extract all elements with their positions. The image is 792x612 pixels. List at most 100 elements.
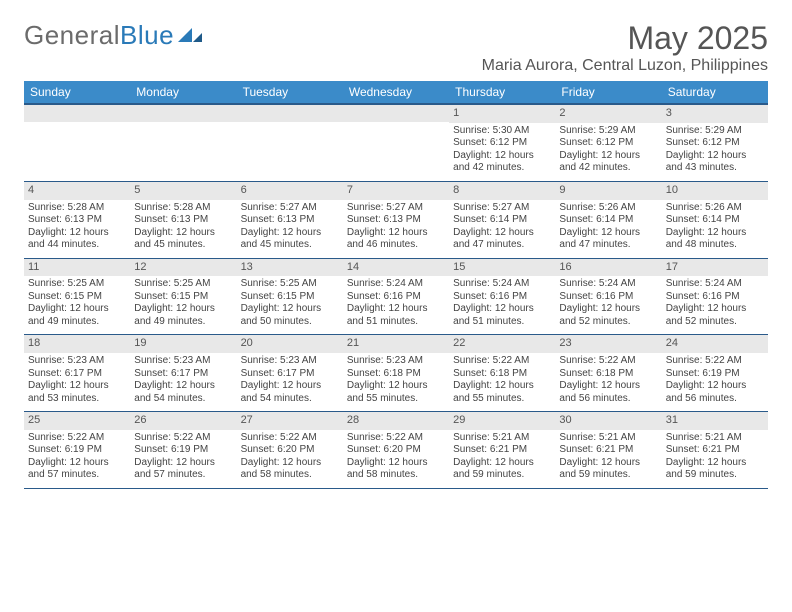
day-number: 21 [343, 335, 449, 353]
day-cell: 25Sunrise: 5:22 AMSunset: 6:19 PMDayligh… [24, 412, 130, 488]
sunrise-line: Sunrise: 5:22 AM [28, 432, 126, 445]
sunrise-line: Sunrise: 5:24 AM [666, 278, 764, 291]
daylight-line: Daylight: 12 hours and 48 minutes. [666, 227, 764, 252]
day-header-row: SundayMondayTuesdayWednesdayThursdayFrid… [24, 81, 768, 103]
sunrise-line: Sunrise: 5:23 AM [134, 355, 232, 368]
sunrise-line: Sunrise: 5:26 AM [559, 202, 657, 215]
day-number: 4 [24, 182, 130, 200]
day-cell: 28Sunrise: 5:22 AMSunset: 6:20 PMDayligh… [343, 412, 449, 488]
day-number: 1 [449, 105, 555, 123]
day-number: 19 [130, 335, 236, 353]
daylight-line: Daylight: 12 hours and 58 minutes. [241, 457, 339, 482]
day-number: 23 [555, 335, 661, 353]
day-header-cell: Sunday [24, 81, 130, 103]
sunrise-line: Sunrise: 5:22 AM [666, 355, 764, 368]
sunrise-line: Sunrise: 5:29 AM [559, 125, 657, 138]
day-number: 16 [555, 259, 661, 277]
sunset-line: Sunset: 6:20 PM [347, 444, 445, 457]
sunset-line: Sunset: 6:17 PM [241, 368, 339, 381]
day-cell: 12Sunrise: 5:25 AMSunset: 6:15 PMDayligh… [130, 259, 236, 335]
day-number: 2 [555, 105, 661, 123]
day-cell [343, 105, 449, 181]
header: GeneralBlue May 2025 Maria Aurora, Centr… [24, 20, 768, 75]
day-header-cell: Tuesday [237, 81, 343, 103]
sunrise-line: Sunrise: 5:24 AM [453, 278, 551, 291]
sunrise-line: Sunrise: 5:28 AM [134, 202, 232, 215]
day-cell: 5Sunrise: 5:28 AMSunset: 6:13 PMDaylight… [130, 182, 236, 258]
day-header-cell: Thursday [449, 81, 555, 103]
sunset-line: Sunset: 6:13 PM [347, 214, 445, 227]
sunset-line: Sunset: 6:18 PM [347, 368, 445, 381]
daylight-line: Daylight: 12 hours and 59 minutes. [559, 457, 657, 482]
sunset-line: Sunset: 6:16 PM [666, 291, 764, 304]
day-cell: 21Sunrise: 5:23 AMSunset: 6:18 PMDayligh… [343, 335, 449, 411]
daylight-line: Daylight: 12 hours and 58 minutes. [347, 457, 445, 482]
day-number: 28 [343, 412, 449, 430]
sunrise-line: Sunrise: 5:25 AM [241, 278, 339, 291]
day-number: 24 [662, 335, 768, 353]
daylight-line: Daylight: 12 hours and 56 minutes. [666, 380, 764, 405]
sunrise-line: Sunrise: 5:22 AM [559, 355, 657, 368]
sunrise-line: Sunrise: 5:24 AM [347, 278, 445, 291]
daylight-line: Daylight: 12 hours and 49 minutes. [134, 303, 232, 328]
day-cell: 13Sunrise: 5:25 AMSunset: 6:15 PMDayligh… [237, 259, 343, 335]
daylight-line: Daylight: 12 hours and 54 minutes. [134, 380, 232, 405]
sunset-line: Sunset: 6:14 PM [666, 214, 764, 227]
day-cell: 14Sunrise: 5:24 AMSunset: 6:16 PMDayligh… [343, 259, 449, 335]
daylight-line: Daylight: 12 hours and 52 minutes. [666, 303, 764, 328]
sunset-line: Sunset: 6:18 PM [559, 368, 657, 381]
daylight-line: Daylight: 12 hours and 59 minutes. [453, 457, 551, 482]
sunrise-line: Sunrise: 5:25 AM [28, 278, 126, 291]
day-cell: 30Sunrise: 5:21 AMSunset: 6:21 PMDayligh… [555, 412, 661, 488]
day-number: 18 [24, 335, 130, 353]
week-row: 25Sunrise: 5:22 AMSunset: 6:19 PMDayligh… [24, 412, 768, 489]
day-number: 7 [343, 182, 449, 200]
day-number: 25 [24, 412, 130, 430]
day-cell: 15Sunrise: 5:24 AMSunset: 6:16 PMDayligh… [449, 259, 555, 335]
day-number: 26 [130, 412, 236, 430]
location: Maria Aurora, Central Luzon, Philippines [482, 57, 768, 75]
sunset-line: Sunset: 6:15 PM [241, 291, 339, 304]
day-cell: 24Sunrise: 5:22 AMSunset: 6:19 PMDayligh… [662, 335, 768, 411]
daylight-line: Daylight: 12 hours and 54 minutes. [241, 380, 339, 405]
sunset-line: Sunset: 6:14 PM [453, 214, 551, 227]
week-row: 18Sunrise: 5:23 AMSunset: 6:17 PMDayligh… [24, 335, 768, 412]
daylight-line: Daylight: 12 hours and 57 minutes. [134, 457, 232, 482]
daylight-line: Daylight: 12 hours and 43 minutes. [666, 150, 764, 175]
day-cell: 8Sunrise: 5:27 AMSunset: 6:14 PMDaylight… [449, 182, 555, 258]
sunset-line: Sunset: 6:20 PM [241, 444, 339, 457]
sunrise-line: Sunrise: 5:26 AM [666, 202, 764, 215]
daylight-line: Daylight: 12 hours and 57 minutes. [28, 457, 126, 482]
sunrise-line: Sunrise: 5:22 AM [134, 432, 232, 445]
daylight-line: Daylight: 12 hours and 45 minutes. [134, 227, 232, 252]
day-number: 22 [449, 335, 555, 353]
day-number: 15 [449, 259, 555, 277]
sunrise-line: Sunrise: 5:25 AM [134, 278, 232, 291]
day-number: 11 [24, 259, 130, 277]
day-cell [24, 105, 130, 181]
day-number: 17 [662, 259, 768, 277]
daylight-line: Daylight: 12 hours and 44 minutes. [28, 227, 126, 252]
daylight-line: Daylight: 12 hours and 59 minutes. [666, 457, 764, 482]
sunset-line: Sunset: 6:16 PM [453, 291, 551, 304]
day-header-cell: Friday [555, 81, 661, 103]
sunrise-line: Sunrise: 5:27 AM [453, 202, 551, 215]
calendar-body: 1Sunrise: 5:30 AMSunset: 6:12 PMDaylight… [24, 103, 768, 489]
sunset-line: Sunset: 6:12 PM [666, 137, 764, 150]
sunrise-line: Sunrise: 5:21 AM [666, 432, 764, 445]
day-cell: 18Sunrise: 5:23 AMSunset: 6:17 PMDayligh… [24, 335, 130, 411]
day-cell [237, 105, 343, 181]
daylight-line: Daylight: 12 hours and 47 minutes. [559, 227, 657, 252]
day-header-cell: Wednesday [343, 81, 449, 103]
day-cell [130, 105, 236, 181]
day-cell: 31Sunrise: 5:21 AMSunset: 6:21 PMDayligh… [662, 412, 768, 488]
day-number: 31 [662, 412, 768, 430]
day-cell: 23Sunrise: 5:22 AMSunset: 6:18 PMDayligh… [555, 335, 661, 411]
day-number: 13 [237, 259, 343, 277]
sunset-line: Sunset: 6:16 PM [347, 291, 445, 304]
daylight-line: Daylight: 12 hours and 55 minutes. [347, 380, 445, 405]
daylight-line: Daylight: 12 hours and 52 minutes. [559, 303, 657, 328]
daylight-line: Daylight: 12 hours and 55 minutes. [453, 380, 551, 405]
day-number: 27 [237, 412, 343, 430]
sunset-line: Sunset: 6:15 PM [28, 291, 126, 304]
